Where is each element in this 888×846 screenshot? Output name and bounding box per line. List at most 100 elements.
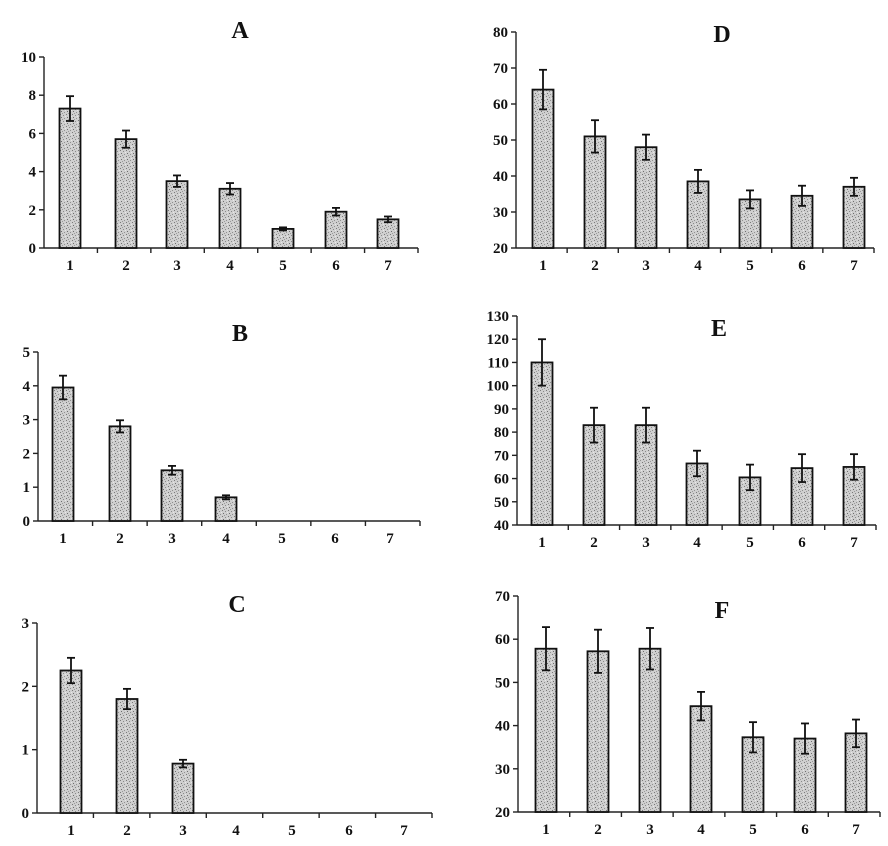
y-tick-label: 40 (495, 719, 510, 735)
y-tick-label: 70 (495, 589, 510, 605)
x-tick-label: 1 (542, 822, 550, 838)
bar (586, 650, 610, 813)
bar (58, 107, 82, 249)
panel-title: F (715, 598, 730, 624)
bar (534, 647, 558, 813)
panel-f: F 20 30 40 50 60 70 1 2 3 4 5 6 7 (495, 589, 881, 838)
panel-title: D (713, 22, 730, 48)
x-tick-label: 2 (122, 258, 130, 274)
x-tick-label: 4 (222, 531, 230, 547)
panel-title: A (231, 18, 249, 44)
y-tick-label: 2 (29, 203, 37, 219)
y-tick-label: 40 (494, 518, 509, 534)
y-tick-label: 90 (494, 402, 509, 418)
y-tick-label: 40 (493, 169, 508, 185)
x-tick-label: 7 (400, 823, 408, 839)
x-tick-label: 5 (288, 823, 296, 839)
bar (108, 425, 132, 522)
y-tick-label: 10 (21, 50, 36, 66)
bar (531, 88, 555, 249)
y-tick-label: 1 (22, 743, 30, 759)
y-tick-label: 60 (493, 97, 508, 113)
bar (214, 496, 238, 522)
y-tick-label: 30 (495, 762, 510, 778)
x-tick-label: 3 (179, 823, 187, 839)
y-tick-label: 60 (494, 472, 509, 488)
x-tick-label: 6 (332, 258, 340, 274)
bar (638, 647, 662, 813)
y-tick-label: 2 (23, 446, 31, 462)
x-tick-label: 7 (386, 531, 394, 547)
x-tick-label: 1 (539, 258, 547, 274)
y-tick-label: 1 (23, 480, 31, 496)
panel-title: C (228, 592, 245, 618)
y-tick-label: 70 (493, 61, 508, 77)
x-tick-label: 4 (226, 258, 234, 274)
y-tick-label: 20 (495, 805, 510, 821)
y-tick-label: 0 (23, 514, 31, 530)
y-tick-label: 2 (22, 679, 30, 695)
y-tick-label: 110 (487, 355, 509, 371)
x-tick-label: 3 (168, 531, 176, 547)
panel-d: D 20 30 40 50 60 70 80 1 2 3 4 5 6 7 (493, 22, 875, 274)
x-tick-label: 1 (67, 823, 75, 839)
y-tick-label: 8 (29, 88, 37, 104)
x-tick-label: 4 (693, 535, 701, 551)
bar (530, 361, 554, 526)
bar (171, 762, 195, 814)
x-tick-label: 4 (232, 823, 240, 839)
y-tick-label: 4 (29, 165, 37, 181)
x-tick-label: 3 (642, 535, 650, 551)
panel-b: B 0 1 2 3 4 5 1 2 3 4 5 6 7 (23, 321, 421, 547)
bar (114, 138, 138, 249)
y-tick-label: 20 (493, 241, 508, 257)
y-tick-label: 3 (23, 413, 31, 429)
bar (689, 705, 713, 813)
x-tick-label: 2 (116, 531, 124, 547)
y-tick-label: 0 (22, 806, 30, 822)
bar (115, 698, 139, 814)
bar (165, 180, 189, 249)
x-tick-label: 7 (384, 258, 392, 274)
x-tick-label: 1 (59, 531, 67, 547)
x-tick-label: 5 (278, 531, 286, 547)
y-tick-label: 120 (487, 332, 510, 348)
y-tick-label: 5 (23, 345, 31, 361)
y-tick-label: 80 (494, 425, 509, 441)
x-tick-label: 7 (852, 822, 860, 838)
x-tick-label: 4 (697, 822, 705, 838)
x-tick-label: 2 (590, 535, 598, 551)
bar (160, 469, 184, 522)
panel-title: E (711, 316, 727, 342)
x-tick-label: 2 (591, 258, 599, 274)
x-tick-label: 7 (850, 535, 858, 551)
x-tick-label: 5 (279, 258, 287, 274)
bar (324, 210, 348, 249)
x-tick-label: 3 (642, 258, 650, 274)
x-tick-label: 6 (345, 823, 353, 839)
bar (59, 669, 83, 814)
x-tick-label: 6 (798, 535, 806, 551)
bar (218, 187, 242, 249)
x-tick-label: 6 (801, 822, 809, 838)
x-tick-label: 1 (66, 258, 74, 274)
x-tick-label: 3 (173, 258, 181, 274)
x-tick-label: 5 (746, 535, 754, 551)
x-tick-label: 7 (850, 258, 858, 274)
x-tick-label: 3 (646, 822, 654, 838)
x-tick-label: 5 (746, 258, 754, 274)
x-tick-label: 4 (694, 258, 702, 274)
y-tick-label: 0 (29, 241, 37, 257)
y-tick-label: 80 (493, 25, 508, 41)
y-tick-label: 70 (494, 448, 509, 464)
y-tick-label: 50 (495, 675, 510, 691)
y-tick-label: 60 (495, 632, 510, 648)
bar (634, 146, 658, 249)
y-tick-label: 130 (487, 309, 510, 325)
y-tick-label: 6 (29, 126, 37, 142)
bar (51, 386, 75, 522)
x-tick-label: 6 (331, 531, 339, 547)
bar (376, 218, 400, 249)
